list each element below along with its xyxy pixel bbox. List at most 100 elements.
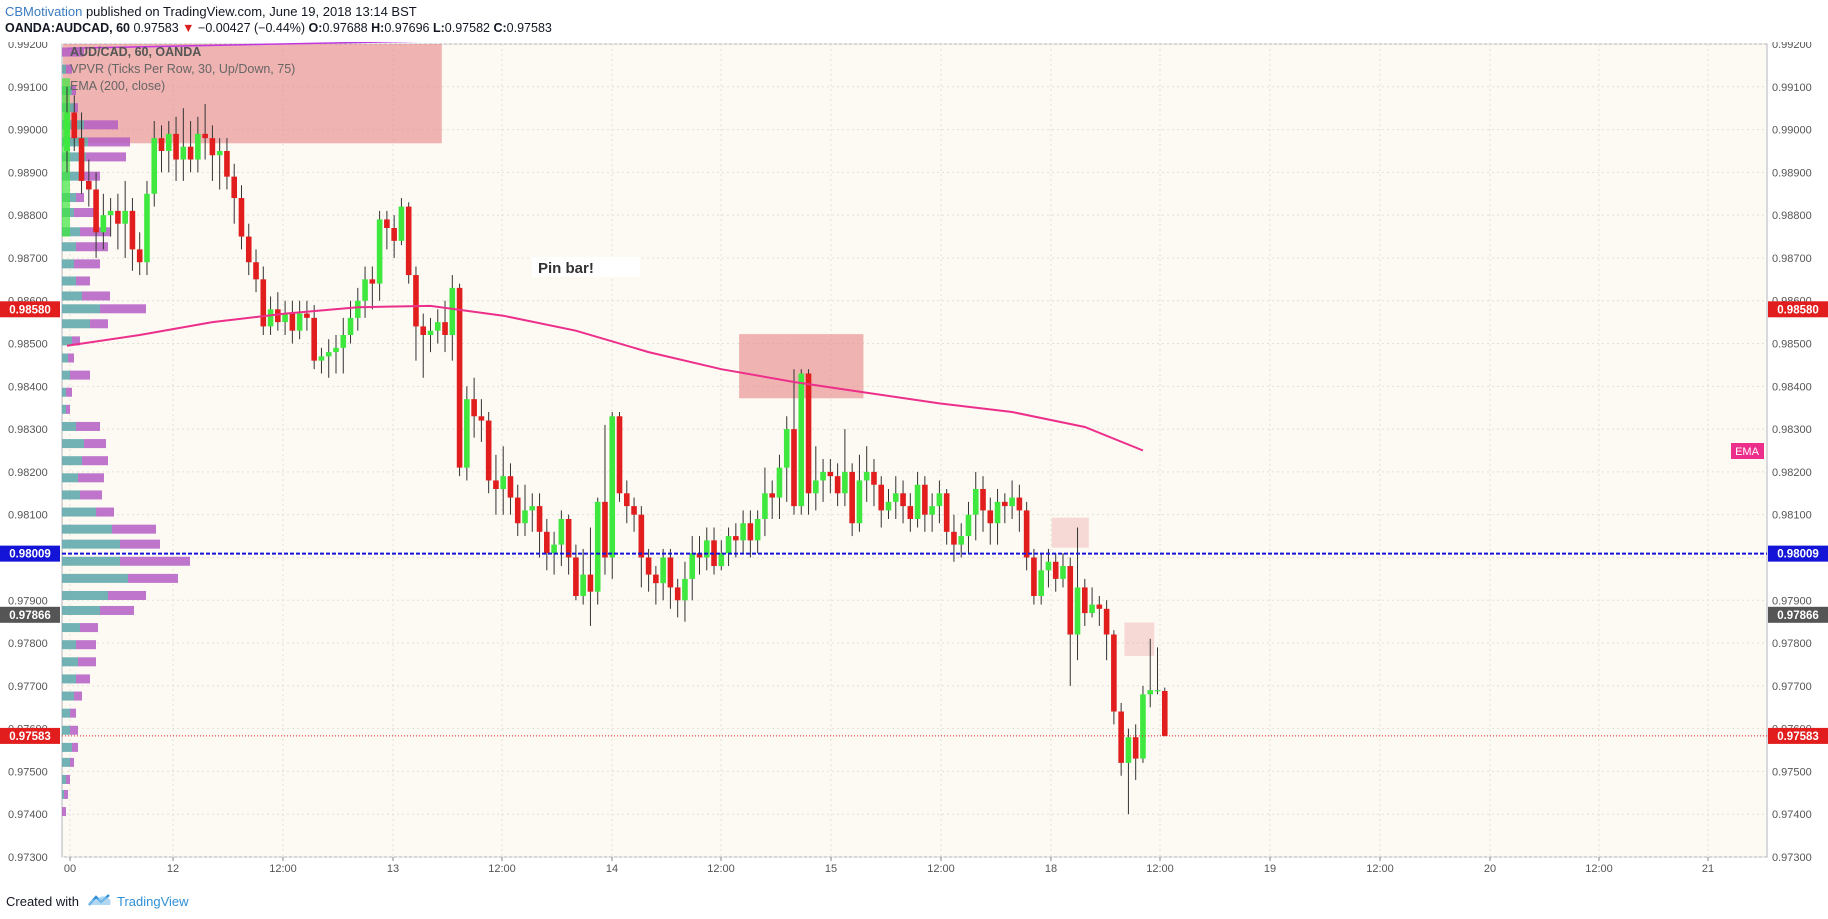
price-chart[interactable]: AUD/CAD, 60, OANDA VPVR (Ticks Per Row, … xyxy=(0,42,1828,884)
plot-area[interactable] xyxy=(61,43,1768,858)
candle-body xyxy=(1161,690,1168,736)
candle-body xyxy=(1060,566,1066,579)
candle-body xyxy=(544,531,550,554)
candle-body xyxy=(936,493,943,507)
vp-bar-down xyxy=(66,387,72,397)
time-axis[interactable]: 00 12 12:00 13 12:00 14 12:00 15 12:00 18 12:00 19 1… xyxy=(64,857,1714,875)
vp-bar-up xyxy=(62,473,78,483)
vp-bar-up xyxy=(62,152,86,162)
candle-body xyxy=(1147,690,1154,695)
price-label-text: 0.98009 xyxy=(1777,549,1819,561)
candle-body xyxy=(980,489,986,511)
candle-body xyxy=(456,287,463,468)
triangle-down-icon: ▼ xyxy=(182,21,195,35)
y-tick-left: 0.97300 xyxy=(8,852,48,864)
candle-body xyxy=(318,356,325,361)
created-with-text: Created with xyxy=(6,894,79,909)
vp-bar-up xyxy=(62,590,108,600)
vp-bar-down xyxy=(64,789,68,799)
ohlc-line: OANDA:AUDCAD, 60 0.97583 ▼ −0.00427 (−0.… xyxy=(5,21,552,35)
candle-body xyxy=(1089,604,1095,614)
candle-body xyxy=(209,138,216,156)
vp-bar-up xyxy=(62,524,112,534)
candle-body xyxy=(260,279,267,327)
vp-bar-up xyxy=(62,556,120,566)
candle-body xyxy=(333,347,339,353)
price-label-text: 0.97583 xyxy=(1777,731,1819,743)
price-label-box xyxy=(0,727,60,744)
price-label-box xyxy=(1768,727,1828,744)
candle-body xyxy=(1096,604,1103,609)
ema-line xyxy=(66,304,1144,452)
candle-body xyxy=(972,489,979,515)
legend-ema: EMA (200, close) xyxy=(70,79,165,93)
candle-body xyxy=(1052,561,1059,579)
candle-body xyxy=(740,523,746,541)
candle-body xyxy=(711,540,717,567)
candle-body xyxy=(427,330,434,335)
candle-body xyxy=(1082,587,1088,614)
tradingview-brand-link[interactable]: TradingView xyxy=(117,894,189,909)
published-text: published on TradingView.com, June 19, 2… xyxy=(85,4,417,19)
top-trend-line xyxy=(66,42,420,50)
vp-bar-down xyxy=(70,725,78,735)
candle-body xyxy=(464,399,470,468)
vp-bar-up xyxy=(62,439,84,449)
candle-body xyxy=(238,198,245,237)
x-tick-label: 14 xyxy=(606,863,618,875)
x-tick-label: 00 xyxy=(64,863,76,875)
vp-bar-down xyxy=(80,623,98,633)
author-link[interactable]: CBMotivation xyxy=(5,4,83,19)
y-tick-left: 0.98800 xyxy=(8,210,48,222)
price-label-text: 0.98580 xyxy=(9,304,51,316)
x-tick-label: 19 xyxy=(1264,863,1276,875)
candle-body xyxy=(565,518,572,558)
y-tick-left: 0.98500 xyxy=(8,339,48,351)
candle-body xyxy=(471,399,477,417)
candle-body xyxy=(413,275,419,327)
candle-body xyxy=(892,493,899,502)
vp-bar-down xyxy=(70,757,74,767)
candle-body xyxy=(965,514,972,537)
candle-body xyxy=(994,501,1001,524)
x-tick-label: 18 xyxy=(1045,863,1057,875)
x-tick-label: 12:00 xyxy=(269,863,297,875)
candle-body xyxy=(638,514,645,558)
price-label-box xyxy=(0,606,60,623)
candle-body xyxy=(747,523,754,541)
vp-bar-down xyxy=(88,137,130,147)
candle-body xyxy=(362,279,368,301)
vp-bar-down xyxy=(76,640,96,650)
candle-body xyxy=(231,176,238,199)
vp-bar-up xyxy=(62,456,82,466)
x-tick-label: 20 xyxy=(1484,863,1496,875)
y-tick-left: 0.97500 xyxy=(8,766,48,778)
price-label-box xyxy=(1768,301,1828,318)
highlight-zone xyxy=(1124,622,1155,656)
y-tick-left: 0.98400 xyxy=(8,381,48,393)
pin-bar-annotation[interactable]: Pin bar! xyxy=(532,257,640,277)
price-label-text: 0.97866 xyxy=(1777,610,1819,622)
candle-body xyxy=(907,506,914,519)
vp-bar-up xyxy=(62,725,70,735)
y-tick-right: 0.98400 xyxy=(1772,381,1812,393)
vp-bar-down xyxy=(74,691,82,701)
y-tick-right: 0.97700 xyxy=(1772,681,1812,693)
candle-body xyxy=(783,429,790,468)
vp-bar-up xyxy=(62,421,76,431)
candle-body xyxy=(951,531,957,545)
vp-bar-down xyxy=(76,242,108,252)
vp-bar-up xyxy=(62,539,120,549)
vp-bar-up xyxy=(62,757,70,767)
candle-body xyxy=(165,133,172,151)
vp-bar-up xyxy=(62,691,74,701)
y-tick-right: 0.99200 xyxy=(1772,42,1812,51)
vp-bar-down xyxy=(120,556,190,566)
candle-body xyxy=(914,484,921,519)
candle-body xyxy=(216,150,223,156)
ema-badge-text: EMA xyxy=(1735,446,1760,458)
candle-body xyxy=(878,484,885,511)
y-tick-right: 0.97900 xyxy=(1772,595,1812,607)
candle-body xyxy=(696,553,703,558)
volume-profile xyxy=(62,47,190,817)
